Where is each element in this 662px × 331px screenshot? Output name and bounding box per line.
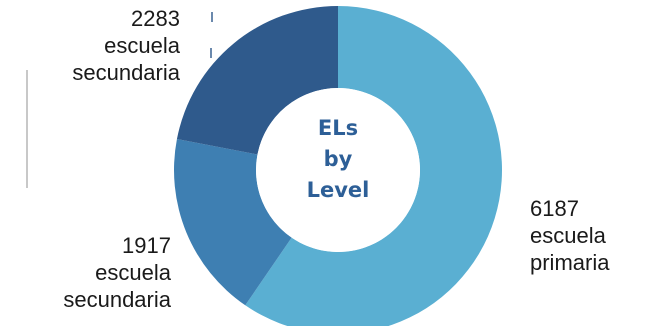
donut-slice-0 (245, 6, 502, 331)
slice-label-value: 6187 (530, 196, 579, 221)
divider-line (26, 70, 28, 188)
slice-label-text: primaria (530, 250, 610, 275)
slice-label-text: escuela (530, 223, 606, 248)
divider-line (210, 48, 212, 58)
divider-line (211, 12, 213, 22)
donut-slice-2 (176, 6, 338, 155)
slice-label-text: secundaria (63, 287, 171, 312)
slice-label-text: escuela (95, 260, 171, 285)
donut-slice-1 (174, 139, 292, 306)
slice-label-value: 1917 (122, 233, 171, 258)
center-title-line-3: Level (306, 178, 370, 202)
slice-label-text: secundaria (72, 60, 180, 85)
center-title-line-2: by (323, 147, 353, 171)
slice-label-text: escuela (104, 33, 180, 58)
slice-label-secundaria-2283: 2283 escuela secundaria (72, 5, 180, 86)
center-title: ELs by Level (298, 113, 378, 206)
donut-hole (256, 88, 420, 252)
slice-label-primaria: 6187 escuela primaria (530, 195, 609, 276)
slice-label-value: 2283 (131, 6, 180, 31)
slice-label-secundaria-1917: 1917 escuela secundaria (63, 232, 171, 313)
center-title-line-1: ELs (317, 116, 359, 140)
